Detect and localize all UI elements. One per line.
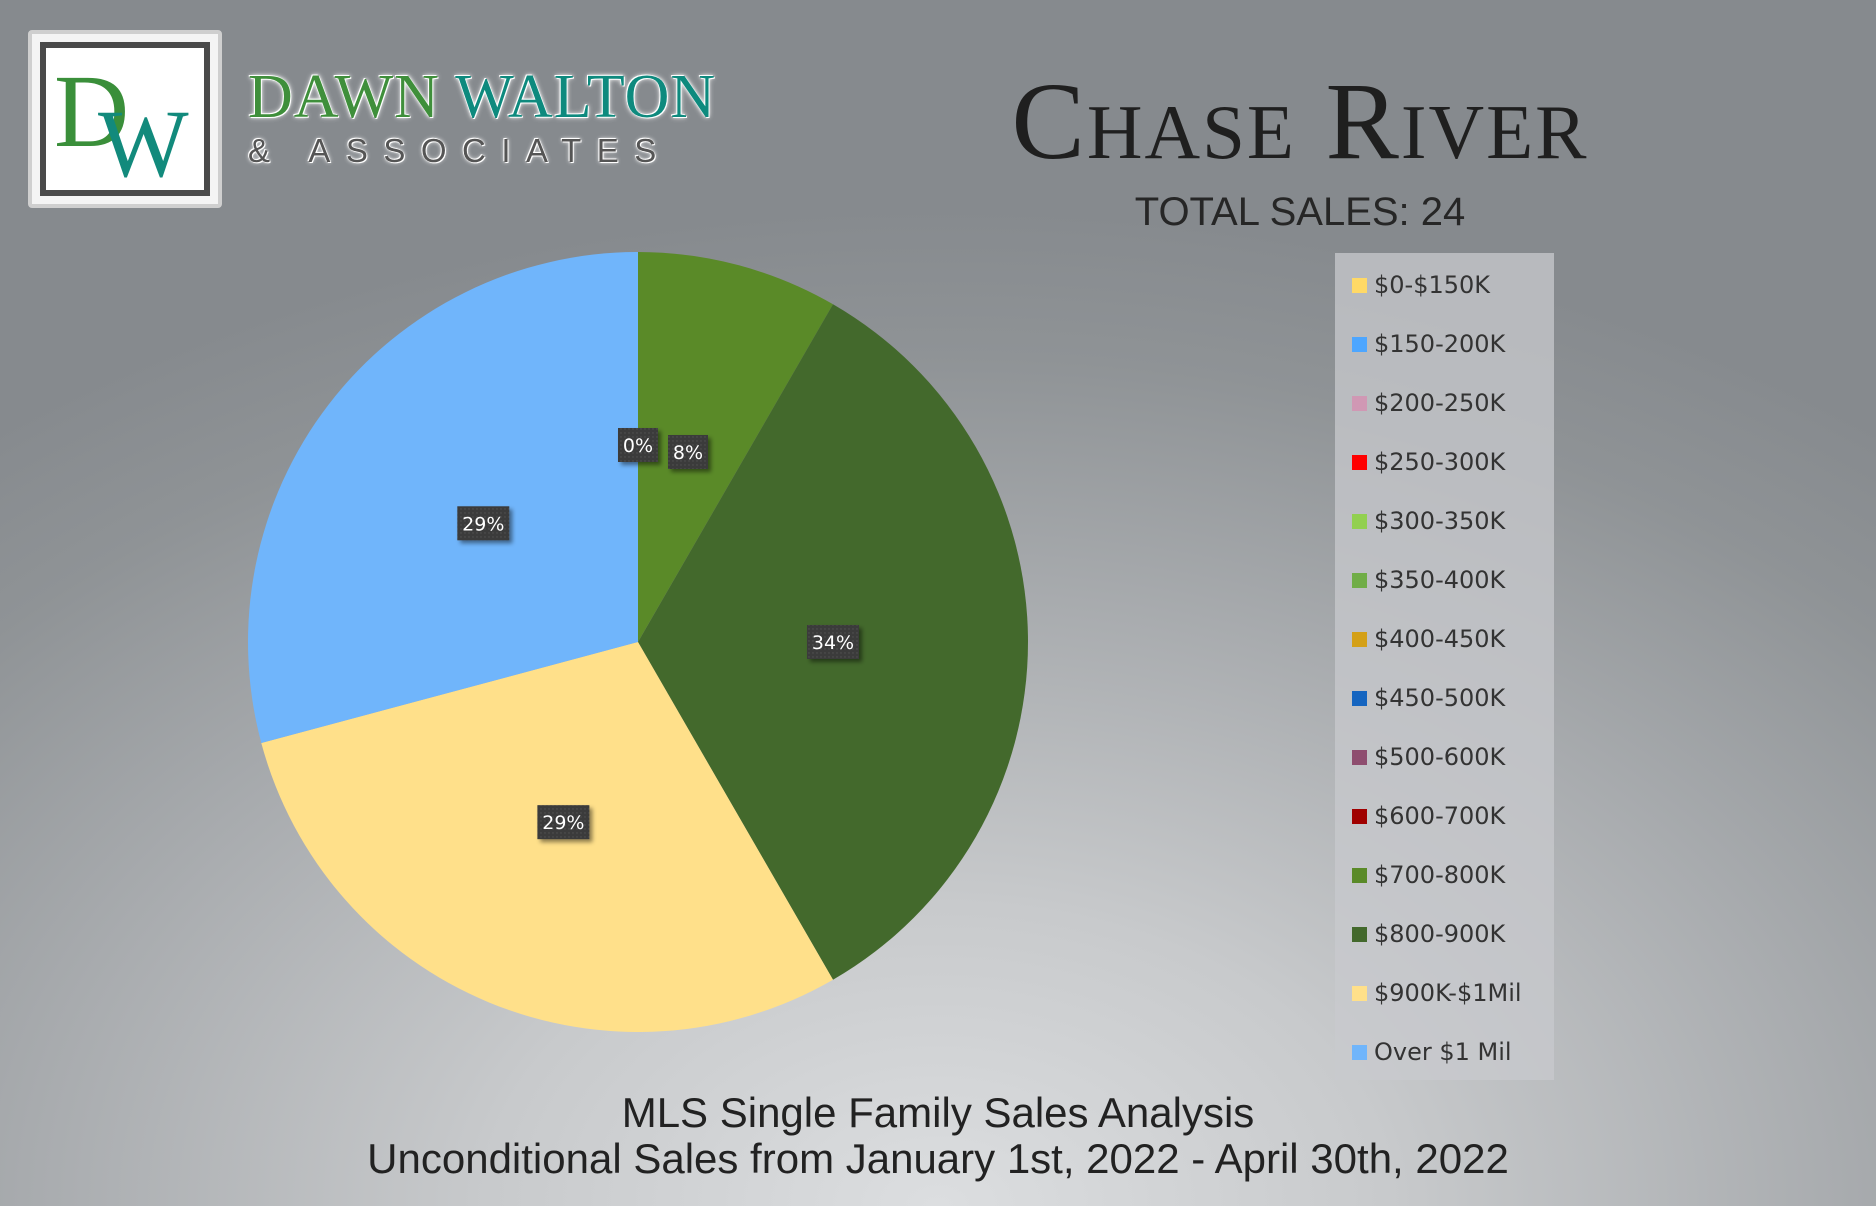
legend-label: $700-800K bbox=[1374, 861, 1506, 889]
data-label-text: 34% bbox=[812, 632, 854, 654]
legend-label: $800-900K bbox=[1374, 920, 1506, 948]
legend-item-0-150k: $0-$150K bbox=[1352, 270, 1490, 300]
legend-label: $200-250K bbox=[1374, 389, 1506, 417]
legend-swatch bbox=[1352, 749, 1367, 765]
legend-item-900k-1mil: $900K-$1Mil bbox=[1352, 978, 1522, 1008]
data-label-box bbox=[668, 435, 708, 469]
legend-item-350-400k: $350-400K bbox=[1352, 565, 1505, 595]
total-sales: TOTAL SALES: 24 bbox=[1134, 190, 1466, 234]
legend-item-400-450k: $400-450K bbox=[1352, 624, 1505, 654]
data-label-900k-1mil: 29% bbox=[537, 805, 590, 840]
legend-label: $900K-$1Mil bbox=[1374, 979, 1522, 1007]
footer-subtitle: MLS Single Family Sales Analysis bbox=[621, 1089, 1255, 1136]
brand-name-last: WALTON bbox=[455, 63, 717, 131]
legend-label: Over $1 Mil bbox=[1374, 1038, 1512, 1066]
pie-slice-over-1-mil bbox=[247, 252, 639, 743]
legend-label: $400-450K bbox=[1374, 625, 1506, 653]
legend-item-800-900k: $800-900K bbox=[1352, 919, 1505, 949]
legend-item-600-700k: $600-700K bbox=[1352, 801, 1505, 831]
data-label-box bbox=[457, 506, 510, 541]
data-label-box bbox=[807, 625, 859, 659]
data-label-text: 8% bbox=[673, 442, 703, 464]
pie-slices bbox=[247, 252, 1028, 1032]
footer-date-range: Unconditional Sales from January 1st, 20… bbox=[367, 1135, 1509, 1182]
legend-item-300-350k: $300-350K bbox=[1352, 506, 1505, 536]
brand-subtitle: & ASSOCIATES bbox=[248, 132, 672, 169]
legend-item-700-800k: $700-800K bbox=[1352, 860, 1505, 890]
legend-label: $500-600K bbox=[1374, 743, 1506, 771]
brand-name-first: DAWN bbox=[248, 63, 440, 131]
legend-swatch bbox=[1352, 513, 1367, 529]
legend-swatch bbox=[1352, 690, 1367, 706]
legend-swatch bbox=[1352, 631, 1367, 647]
data-label-600-700k: 0% bbox=[618, 428, 658, 462]
chart-legend: $0-$150K $150-200K $200-250K $250-300K $300-… bbox=[1335, 253, 1554, 1080]
legend-label: $0-$150K bbox=[1374, 271, 1491, 299]
legend-swatch bbox=[1352, 277, 1367, 293]
legend-item-200-250k: $200-250K bbox=[1352, 388, 1505, 418]
pie-slice-700-800k bbox=[638, 252, 833, 642]
brand-name: DAWN WALTON bbox=[248, 66, 738, 128]
legend-swatch bbox=[1352, 395, 1367, 411]
legend-item-250-300k: $250-300K bbox=[1352, 447, 1505, 477]
logo-letter-d: D bbox=[54, 54, 129, 169]
pie-data-labels: 0% 8% 34% 29% 29% bbox=[457, 428, 859, 840]
page-title: Chase River bbox=[1011, 60, 1589, 182]
legend-label: $250-300K bbox=[1374, 448, 1506, 476]
legend-swatch bbox=[1352, 808, 1367, 824]
legend-swatch bbox=[1352, 454, 1367, 470]
legend-item-over-1-mil: Over $1 Mil bbox=[1352, 1037, 1512, 1067]
dw-monogram-logo: D W bbox=[54, 54, 189, 197]
legend-item-500-600k: $500-600K bbox=[1352, 742, 1505, 772]
legend-item-450-500k: $450-500K bbox=[1352, 683, 1505, 713]
legend-item-150-200k: $150-200K bbox=[1352, 329, 1505, 359]
legend-swatch bbox=[1352, 985, 1367, 1001]
legend-label: $600-700K bbox=[1374, 802, 1506, 830]
legend-swatch bbox=[1352, 926, 1367, 942]
legend-swatch bbox=[1352, 572, 1367, 588]
data-label-box bbox=[618, 428, 658, 462]
logo-frame: D W bbox=[40, 42, 210, 197]
legend-swatch bbox=[1352, 867, 1367, 883]
data-label-text: 29% bbox=[462, 513, 504, 535]
data-label-800-900k: 34% bbox=[807, 625, 859, 659]
data-label-over-1-mil: 29% bbox=[457, 506, 510, 541]
data-label-box bbox=[537, 805, 590, 840]
legend-label: $300-350K bbox=[1374, 507, 1506, 535]
legend-label: $450-500K bbox=[1374, 684, 1506, 712]
brand-wordmark: DAWN WALTON & ASSOCIATES bbox=[248, 66, 738, 170]
legend-swatch bbox=[1352, 1044, 1367, 1060]
logo-box: D W bbox=[28, 30, 222, 208]
data-label-700-800k: 8% bbox=[668, 435, 708, 469]
logo-letter-w: W bbox=[98, 90, 189, 186]
data-label-text: 29% bbox=[542, 812, 584, 834]
legend-label: $350-400K bbox=[1374, 566, 1506, 594]
legend-label: $150-200K bbox=[1374, 330, 1506, 358]
footer: MLS Single Family Sales Analysis Uncondi… bbox=[0, 1090, 1876, 1182]
legend-swatch bbox=[1352, 336, 1367, 352]
data-label-text: 0% bbox=[623, 435, 653, 457]
